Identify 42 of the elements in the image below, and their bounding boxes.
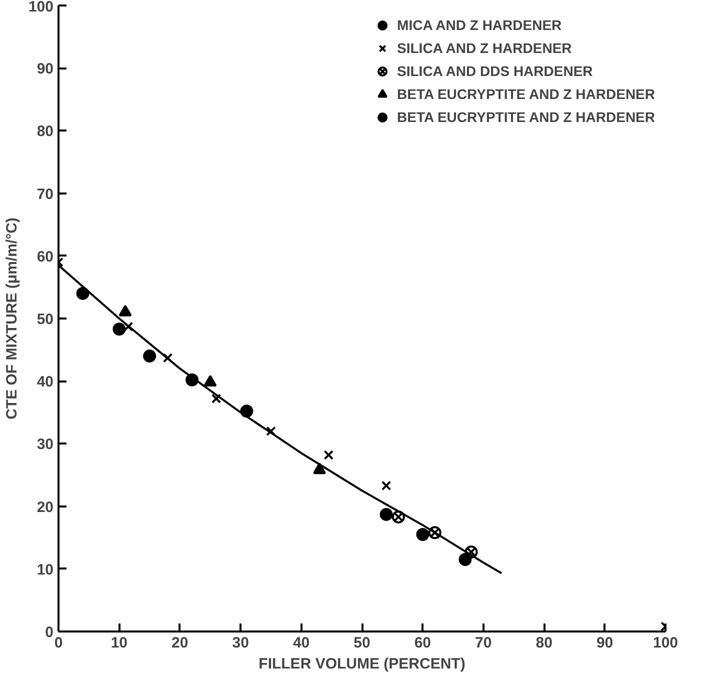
y-tick-label: 90 [36, 60, 54, 78]
legend-label: SILICA AND DDS HARDENER [397, 63, 593, 79]
point [324, 450, 334, 460]
y-tick-label: 70 [36, 186, 54, 203]
y-tick-label: 40 [36, 374, 54, 391]
y-tick-label: 50 [36, 311, 54, 328]
y-axis-title: CTE OF MIXTURE (μm/m/°C) [3, 218, 20, 420]
y-tick-label: 10 [36, 561, 54, 578]
x-tick-label: 90 [596, 634, 614, 652]
legend-label: SILICA AND Z HARDENER [397, 40, 572, 56]
point [211, 394, 222, 404]
x-tick-label: 100 [652, 634, 678, 652]
x-tick-label: 80 [536, 634, 552, 652]
point [381, 480, 392, 491]
x-tick-label: 30 [232, 634, 249, 652]
x-axis-title: FILLER VOLUME (PERCENT) [258, 656, 466, 672]
y-tick-label: 30 [36, 436, 54, 454]
point [380, 508, 393, 521]
point [112, 322, 126, 336]
x-tick-label: 40 [292, 634, 310, 652]
point [416, 528, 430, 541]
x-tick-label: 10 [110, 634, 128, 652]
point [123, 322, 134, 332]
y-tick-label: 100 [28, 0, 54, 16]
point [143, 350, 156, 363]
point [266, 426, 276, 436]
y-tick-label: 20 [36, 498, 54, 516]
point [204, 375, 217, 387]
legend-label: BETA EUCRYPTITE AND Z HARDENER [397, 86, 655, 102]
legend-label: MICA AND Z HARDENER [397, 17, 562, 33]
x-tick-label: 50 [354, 634, 370, 652]
y-tick-label: 80 [36, 123, 54, 140]
point [458, 553, 472, 566]
point [76, 286, 90, 300]
legend-label: BETA EUCRYPTITE AND Z HARDENER [397, 109, 655, 125]
y-tick-label: 60 [36, 248, 54, 266]
point [162, 353, 173, 363]
y-tick-label: 0 [45, 624, 54, 641]
x-tick-label: 60 [414, 634, 432, 652]
x-tick-label: 20 [172, 634, 188, 652]
point [313, 462, 326, 474]
x-tick-label: 70 [475, 634, 492, 652]
